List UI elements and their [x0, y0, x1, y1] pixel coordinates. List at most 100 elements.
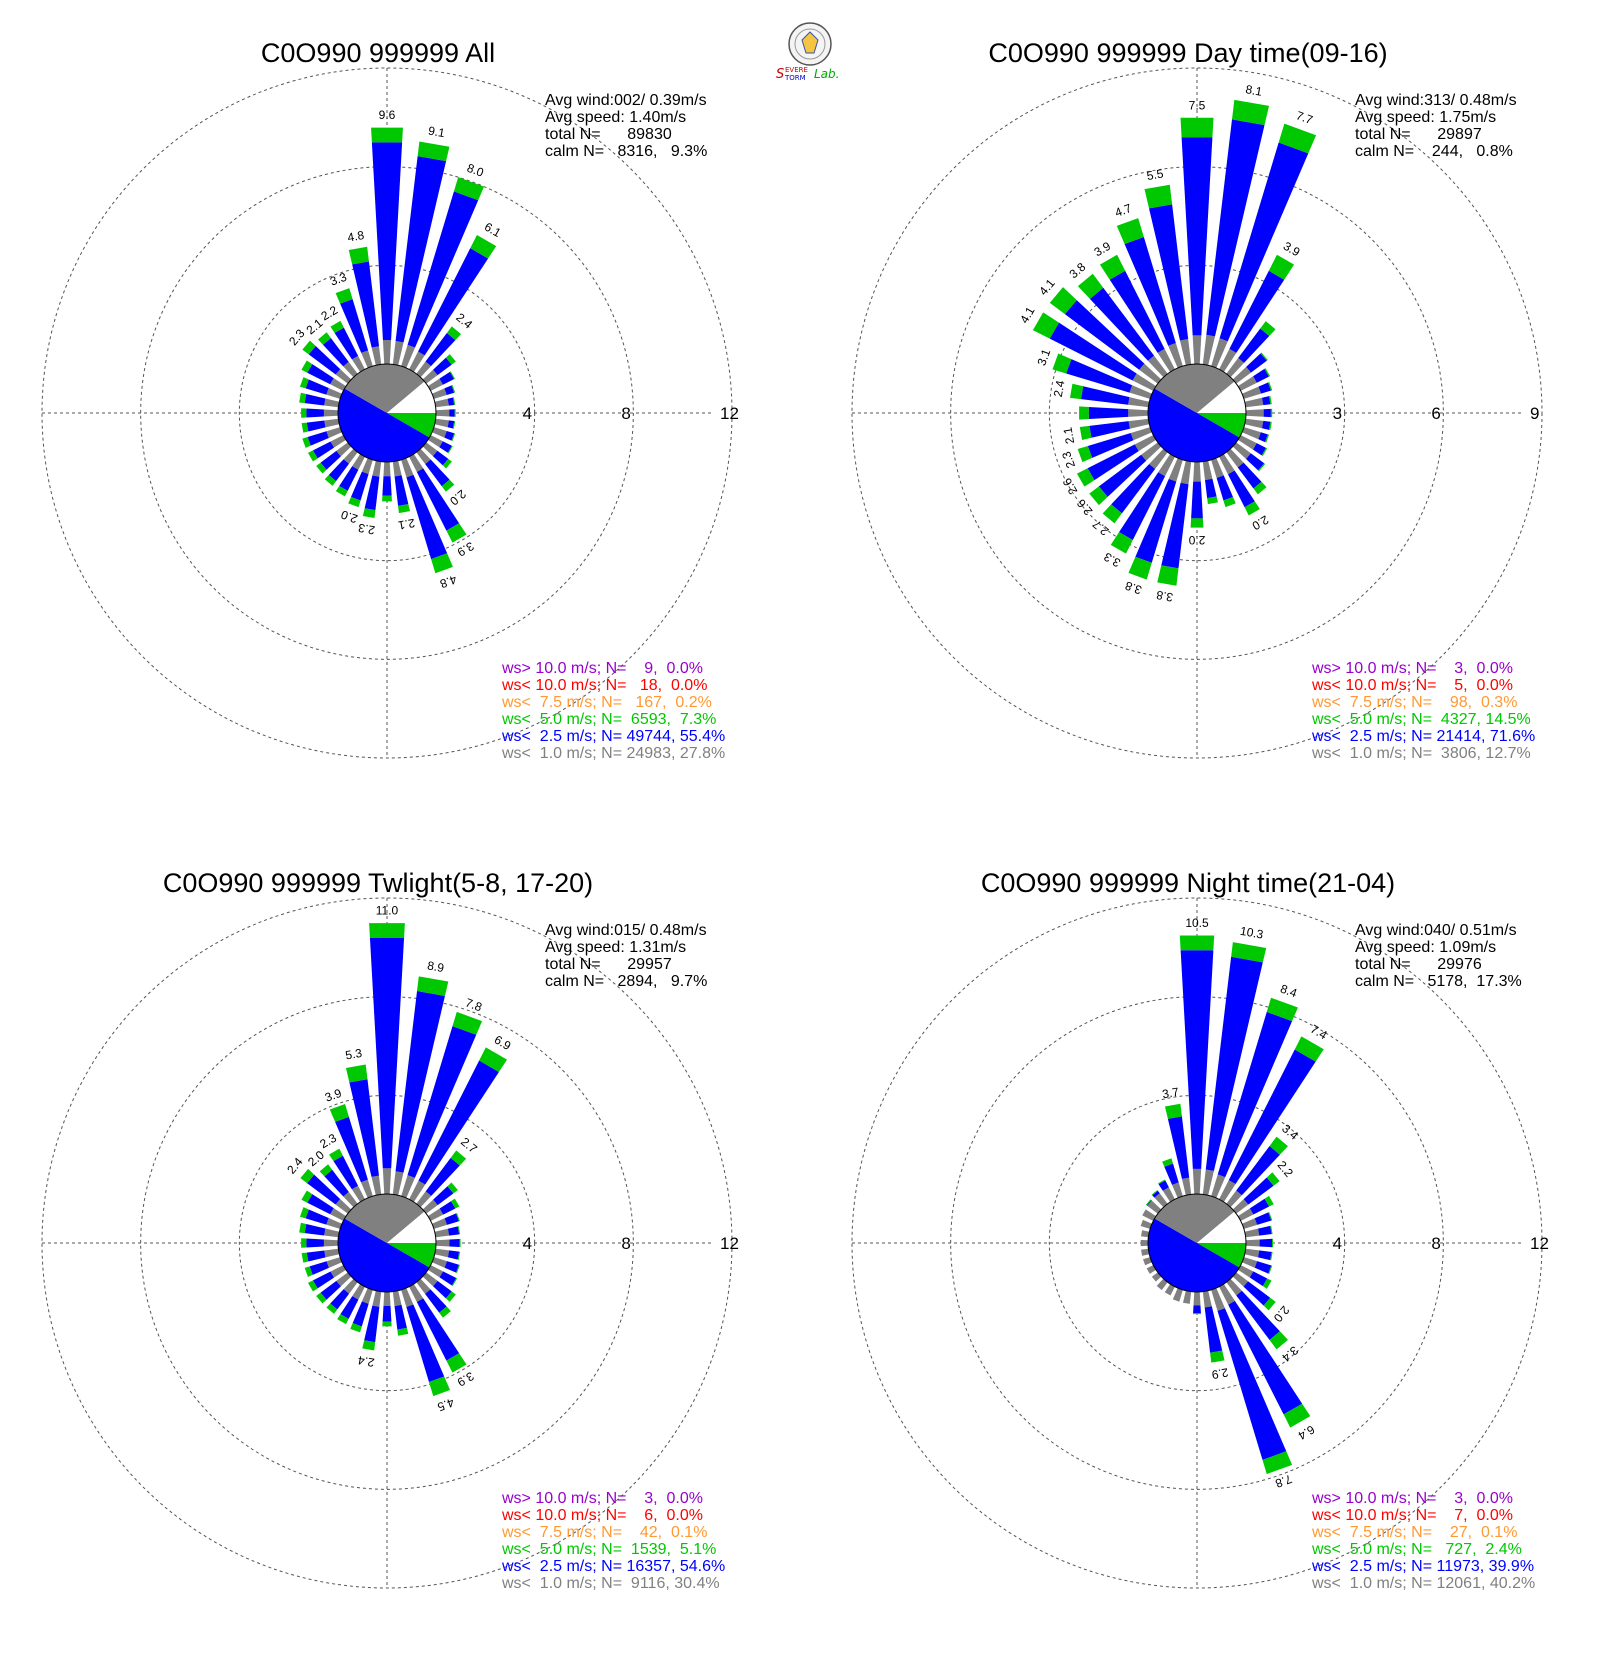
sector-label: 8.1 [1244, 82, 1263, 99]
bar-blue-segment [1249, 1198, 1270, 1215]
bar-gray-segment [1172, 1182, 1183, 1198]
bar-gray-segment [1141, 442, 1162, 461]
bar-gray-segment [324, 1248, 340, 1258]
grid-ring [41, 67, 733, 759]
bar-blue-segment [406, 1304, 445, 1383]
bar-blue-segment [306, 420, 326, 432]
bar-green-segment [1263, 1297, 1276, 1311]
bar-blue-segment [1164, 1163, 1179, 1185]
stat-line: Avg speed: 1.09m/s [1355, 939, 1496, 956]
sector-bar [434, 397, 456, 408]
sector-label: 2.1 [397, 516, 416, 533]
svg-text:TORM: TORM [784, 74, 806, 82]
bar-green-segment [1264, 368, 1271, 377]
bar-blue-segment [1167, 1116, 1190, 1179]
bar-gray-segment [1168, 342, 1183, 368]
bar-blue-segment [364, 475, 380, 511]
sector-label: 2.7 [1090, 517, 1112, 539]
bar-gray-segment [416, 448, 431, 465]
bar-green-segment [299, 1222, 307, 1234]
legend-entry: ws< 1.0 m/s; N= 24983, 27.8% [501, 745, 725, 762]
bar-gray-segment [434, 418, 449, 428]
bar-gray-segment [336, 1272, 352, 1287]
bar-blue-segment [1219, 142, 1309, 342]
sector-label: 8.9 [426, 958, 445, 975]
bar-gray-segment [1180, 460, 1192, 485]
sector-bar [1202, 1290, 1225, 1363]
bar-gray-segment [343, 1191, 358, 1208]
bar-green-segment [447, 445, 453, 454]
bar-green-segment [450, 1150, 467, 1166]
sector-bar [1128, 458, 1183, 580]
legend-entry: ws< 1.0 m/s; N= 12061, 40.2% [1311, 1575, 1535, 1592]
sector-bar [329, 1148, 365, 1202]
sector-bar [1211, 997, 1298, 1198]
sector-bar [1110, 454, 1175, 554]
sector-label: 2.3 [1059, 449, 1078, 470]
bar-green-segment [417, 141, 450, 162]
bar-gray-segment [1226, 448, 1244, 468]
bar-gray-segment [326, 1218, 342, 1229]
legend-entry: ws> 10.0 m/s; N= 3, 0.0% [501, 1490, 703, 1507]
bar-blue-segment [307, 364, 334, 385]
bar-gray-segment [361, 350, 373, 368]
bar-blue-segment [340, 1296, 359, 1319]
bar-gray-segment [428, 378, 443, 391]
grid-ring [41, 897, 733, 1589]
bar-gray-segment [1168, 458, 1183, 482]
bar-blue-segment [433, 357, 452, 376]
sector-label: 9.6 [379, 108, 396, 122]
bar-green-segment [1270, 1251, 1273, 1261]
bar-green-segment [348, 246, 369, 265]
bar-gray-segment [323, 409, 339, 417]
sector-bar [1202, 99, 1270, 366]
sector-bar [335, 288, 373, 368]
windrose-panel-daytime: 3 6 97.58.17.73.92.02.03.83.83.32.72.62.62… [851, 38, 1543, 762]
sector-label: 2.0 [1249, 513, 1271, 534]
bar-blue-segment [339, 466, 359, 491]
bar-gray-segment [1211, 338, 1228, 368]
bar-green-segment [1164, 1103, 1182, 1119]
sector-bar [1211, 123, 1317, 368]
bar-blue-segment [1216, 475, 1234, 501]
bar-gray-segment [1226, 1190, 1242, 1208]
sector-bar [1238, 368, 1271, 391]
sector-bar [308, 435, 346, 462]
sector-bar [1079, 406, 1149, 420]
bar-gray-segment [1238, 435, 1257, 450]
bar-green-segment [1294, 1036, 1324, 1062]
bar-green-segment [371, 127, 403, 143]
sector-label: 10.3 [1239, 924, 1265, 942]
sector-bar [316, 442, 352, 474]
bar-blue-segment [320, 450, 341, 470]
bar-green-segment [447, 1182, 458, 1194]
sector-bar [1244, 418, 1272, 431]
bar-green-segment [1032, 312, 1059, 339]
bar-green-segment [451, 1198, 460, 1209]
sector-label: 8.4 [1278, 982, 1299, 1001]
bar-blue-segment [1193, 1305, 1201, 1314]
stat-line: calm N= 5178, 17.3% [1355, 973, 1522, 990]
sector-bar [392, 141, 450, 366]
bar-blue-segment [1249, 1271, 1268, 1287]
bar-blue-segment [447, 397, 455, 406]
bar-green-segment [316, 1292, 327, 1304]
sector-bar [422, 442, 452, 469]
bar-green-segment [1223, 497, 1236, 508]
bar-gray-segment [1158, 454, 1175, 477]
pie-slice [338, 1218, 430, 1292]
sector-bar [1226, 321, 1276, 378]
bar-blue-segment [1135, 478, 1177, 563]
sector-label: 4.8 [438, 572, 459, 591]
calm-pie [337, 1193, 437, 1293]
bar-blue-segment [1098, 454, 1147, 497]
bar-gray-segment [1128, 418, 1150, 429]
bar-blue-segment [1261, 396, 1271, 406]
bar-green-segment [1179, 935, 1215, 951]
sector-label: 2.4 [1051, 379, 1068, 398]
ring-label: 12 [1530, 1234, 1549, 1253]
bar-gray-segment [432, 427, 447, 438]
bar-green-segment [1262, 1278, 1272, 1289]
sector-bar [435, 409, 456, 417]
